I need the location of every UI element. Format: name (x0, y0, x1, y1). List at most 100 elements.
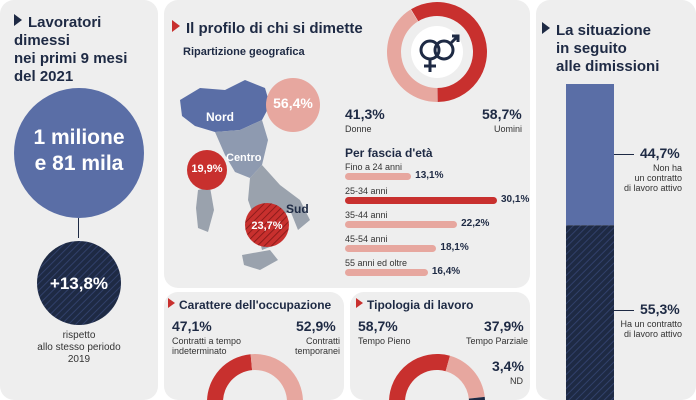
age-value-2: 30,1% (501, 194, 530, 205)
region-sud-label: Sud (286, 202, 309, 216)
occ-label-1: Contratti a tempo indeterminato (172, 336, 242, 356)
map-sicily (242, 250, 278, 270)
situation-title: La situazione in seguito alle dimissioni (542, 22, 692, 76)
worktype-arc-1 (389, 354, 450, 400)
occ-label-2: Contratti temporanei (294, 336, 340, 356)
age-value-1: 13,1% (415, 170, 444, 181)
worktype-title-text: Tipologia di lavoro (367, 298, 474, 312)
wt-value-2: 37,9% (484, 318, 524, 334)
occupation-arc-1 (207, 354, 253, 400)
connector-line (78, 218, 79, 238)
occ-value-1: 47,1% (172, 318, 212, 334)
sit-label-1-line-3: di lavoro attivo (623, 183, 682, 193)
note-line-1: rispetto (62, 330, 96, 341)
wt-value-3: 3,4% (492, 358, 524, 374)
gender-symbol-icon (419, 34, 460, 72)
region-centro-value: 19,9% (191, 163, 223, 175)
triangle-icon (14, 14, 22, 26)
worktype-title: Tipologia di lavoro (356, 298, 473, 312)
region-sud-value: 23,7% (251, 220, 282, 232)
age-label-2: 25-34 anni (345, 186, 388, 196)
left-title-line-2: nei primi 9 mesi (14, 50, 128, 67)
region-nord-label: Nord (206, 110, 234, 124)
age-value-3: 22,2% (461, 218, 490, 229)
situation-title-line-2: in seguito (556, 40, 627, 57)
profile-title-text: Il profilo di chi si dimette (186, 20, 363, 37)
wt-value-1: 58,7% (358, 318, 398, 334)
total-value: 1 milione e 81 mila (14, 125, 144, 177)
worktype-arc-3 (468, 396, 485, 400)
gender-arc-male (411, 1, 487, 102)
sit-label-1: Non ha un contratto di lavoro attivo (618, 163, 682, 193)
growth-note: rispetto allo stesso periodo 2019 (14, 330, 144, 366)
gender-arc-female (387, 9, 437, 102)
female-label: Donne (345, 124, 372, 134)
worktype-donut (389, 354, 485, 400)
age-bar-4 (345, 245, 437, 252)
occupation-title-text: Carattere dell'occupazione (179, 298, 332, 312)
age-label-4: 45-54 anni (345, 234, 388, 244)
occupation-panel (164, 292, 344, 400)
sit-label-1-line-2: un contratto (634, 173, 682, 183)
map-center (215, 120, 268, 178)
sit-connector-1 (614, 154, 634, 155)
male-label: Uomini (494, 124, 523, 134)
sit-label-1-line-1: Non ha (652, 163, 682, 173)
situation-bar-segment-2 (566, 225, 614, 400)
left-title-line-3: del 2021 (14, 68, 74, 85)
male-value: 58,7% (482, 106, 522, 122)
triangle-icon (172, 20, 180, 32)
situation-bar (566, 84, 614, 400)
region-centro-bubble (187, 150, 227, 190)
wt-label-1: Tempo Pieno (358, 336, 411, 346)
situation-title-line-3: alle dimissioni (556, 58, 660, 75)
total-circle (14, 88, 144, 218)
region-nord-bubble (266, 78, 320, 132)
total-line-1: 1 milione (33, 126, 125, 149)
female-value: 41,3% (345, 106, 385, 122)
note-line-2: allo stesso periodo (37, 342, 121, 353)
age-bar-1 (345, 173, 412, 180)
map-north (180, 80, 270, 132)
triangle-icon (356, 298, 363, 308)
situation-panel (536, 0, 696, 400)
sit-value-2: 55,3% (640, 301, 680, 317)
sit-connector-2 (614, 310, 634, 311)
age-bar-5 (345, 269, 428, 276)
note-line-3: 2019 (67, 354, 91, 365)
region-sud-bubble: 23,7% (245, 203, 289, 247)
growth-value: +13,8% (50, 274, 108, 293)
sit-label-2: Ha un contratto di lavoro attivo (618, 319, 682, 339)
region-nord-value: 56,4% (273, 95, 313, 111)
age-label-1: Fino a 24 anni (345, 162, 403, 172)
map-sardinia (196, 187, 214, 232)
sit-label-2-line-2: di lavoro attivo (623, 329, 682, 339)
region-centro-label: Centro (226, 152, 262, 164)
age-bar-2 (345, 197, 497, 204)
age-title: Per fascia d'età (345, 146, 433, 160)
worktype-panel (350, 292, 530, 400)
left-title: Lavoratori dimessi nei primi 9 mesi del … (14, 14, 154, 86)
occupation-title: Carattere dell'occupazione (168, 298, 331, 312)
situation-title-line-1: La situazione (556, 22, 652, 39)
triangle-icon (168, 298, 175, 308)
geo-subtitle: Ripartizione geografica (183, 46, 305, 58)
age-label-5: 55 anni ed oltre (345, 258, 408, 268)
left-title-line-1: Lavoratori dimessi (14, 14, 102, 49)
wt-label-3: ND (510, 376, 523, 386)
age-value-5: 16,4% (431, 266, 461, 277)
occupation-arc-2 (250, 354, 303, 400)
worktype-arc-2 (445, 355, 485, 399)
occ-value-2: 52,9% (296, 318, 336, 334)
age-value-4: 18,1% (440, 242, 469, 253)
profile-title: Il profilo di chi si dimette (172, 20, 363, 38)
triangle-icon (542, 22, 550, 34)
wt-label-2: Tempo Parziale (466, 336, 529, 346)
age-label-3: 35-44 anni (345, 210, 388, 220)
occupation-donut (207, 354, 303, 400)
age-bar-3 (345, 221, 458, 228)
situation-bar-segment-1 (566, 84, 614, 226)
growth-circle: +13,8% (37, 241, 121, 325)
total-line-2: e 81 mila (34, 152, 124, 175)
